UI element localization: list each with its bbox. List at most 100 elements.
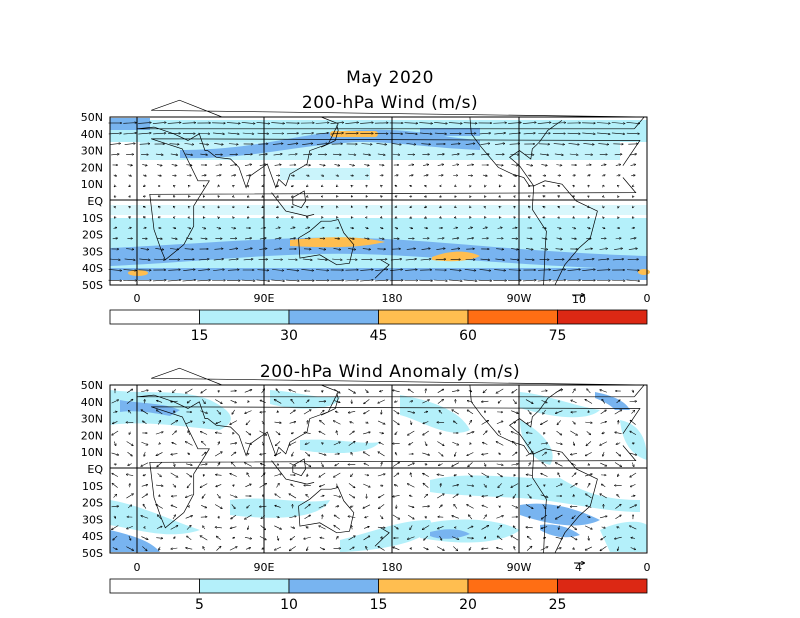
wind-vector [109, 259, 120, 260]
wind-vector [526, 475, 533, 476]
wind-vector [171, 238, 177, 239]
wind-vector [553, 144, 565, 145]
bottom-lon-label: 0 [134, 561, 141, 574]
wind-vector [423, 547, 429, 549]
wind-vector [630, 164, 636, 165]
wind-vector [362, 249, 371, 250]
wind-vector [526, 164, 532, 165]
wind-vector [289, 238, 295, 239]
wind-vector [286, 280, 299, 281]
wind-vector [129, 186, 131, 187]
wind-vector [526, 546, 532, 551]
wind-vector [483, 515, 487, 520]
wind-vector [172, 443, 177, 445]
top-lon-label: 180 [382, 292, 403, 305]
wind-vector [378, 452, 385, 457]
wind-vector [394, 485, 399, 487]
wind-vector [541, 473, 548, 477]
top-colorbar-swatch [288, 309, 379, 325]
wind-vector [497, 548, 503, 550]
wind-vector [364, 527, 369, 529]
wind-vector [528, 217, 530, 218]
wind-vector [320, 484, 325, 486]
wind-vector [260, 454, 267, 455]
wind-vector [142, 164, 147, 165]
wind-vector [558, 207, 560, 208]
wind-vector [292, 432, 294, 433]
wind-vector [569, 154, 578, 155]
wind-vector [127, 165, 132, 166]
wind-vector [156, 526, 162, 529]
wind-vector [144, 206, 146, 207]
bottom-lon-label: 180 [382, 561, 403, 574]
wind-vector [228, 144, 238, 145]
wind-vector [199, 143, 208, 144]
wind-vector [510, 258, 519, 260]
wind-vector [127, 525, 133, 529]
top-colorbar-swatch [467, 309, 558, 325]
wind-vector [129, 217, 131, 218]
wind-vector [438, 175, 442, 176]
wind-vector [322, 515, 323, 520]
wind-vector [260, 525, 266, 529]
wind-vector [289, 422, 296, 424]
wind-vector [170, 472, 178, 477]
wind-vector [495, 258, 504, 260]
wind-vector [274, 249, 281, 250]
wind-vector [153, 133, 165, 134]
wind-vector [615, 451, 621, 456]
wind-vector [508, 270, 520, 271]
wind-vector [259, 536, 266, 539]
wind-vector [556, 514, 563, 519]
wind-vector [436, 248, 444, 250]
wind-vector [512, 388, 518, 393]
wind-vector [246, 420, 251, 424]
wind-vector [612, 259, 624, 260]
wind-vector [366, 196, 367, 197]
wind-vector [256, 279, 270, 281]
wind-vector [587, 517, 590, 518]
wind-vector [174, 537, 175, 539]
wind-vector [277, 196, 279, 197]
wind-vector [512, 175, 516, 176]
wind-vector [231, 228, 235, 229]
wind-vector [393, 495, 400, 496]
wind-vector [318, 401, 326, 402]
wind-vector [322, 185, 323, 186]
wind-vector [600, 390, 607, 393]
wind-vector [140, 248, 149, 249]
wind-vector [422, 400, 429, 404]
wind-vector [614, 154, 622, 155]
wind-vector [188, 217, 189, 218]
wind-vector [378, 546, 385, 551]
wind-vector [184, 249, 194, 250]
wind-vector [157, 462, 163, 466]
wind-vector [142, 546, 146, 550]
wind-vector [588, 185, 589, 186]
wind-vector [556, 410, 563, 414]
wind-vector [360, 280, 373, 282]
wind-vector [588, 196, 589, 197]
top-reference-vector: 10 [572, 293, 586, 306]
wind-vector [186, 548, 193, 550]
wind-vector [320, 496, 324, 497]
wind-vector [111, 154, 119, 155]
wind-vector [603, 206, 604, 207]
wind-vector [289, 516, 296, 519]
wind-vector [319, 472, 326, 477]
wind-vector [633, 389, 634, 392]
wind-vector [543, 206, 546, 207]
bottom-panel-title: 200-hPa Wind Anomaly (m/s) [259, 362, 521, 382]
wind-vector [611, 280, 625, 281]
wind-vector [168, 270, 180, 271]
wind-vector [141, 516, 149, 519]
wind-vector [558, 401, 559, 402]
wind-vector [482, 401, 489, 402]
wind-vector [468, 227, 472, 228]
wind-vector [230, 400, 237, 402]
wind-vector [170, 526, 178, 530]
wind-vector [511, 504, 517, 508]
wind-vector [440, 196, 441, 197]
bottom-colorbar-swatch [288, 578, 379, 594]
wind-vector [277, 186, 279, 187]
